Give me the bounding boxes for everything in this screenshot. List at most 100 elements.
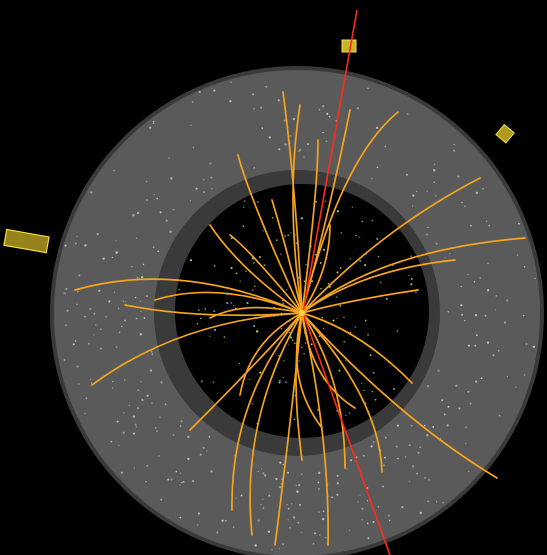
detector-hit [363, 455, 365, 457]
tracker-hit [196, 322, 199, 325]
detector-hit [411, 205, 414, 207]
tracker-hit [300, 217, 303, 220]
track [301, 312, 356, 409]
detector-hit [76, 303, 78, 306]
detector-hit [132, 432, 136, 435]
detector-hit [296, 490, 299, 493]
detector-hit [262, 498, 264, 500]
detector-hit [181, 481, 183, 484]
detector-hit [152, 246, 155, 249]
tracker-hit [278, 355, 280, 357]
detector-hit [447, 405, 450, 408]
detector-hit [261, 127, 264, 129]
detector-hit [467, 390, 470, 393]
detector-hit [112, 381, 114, 383]
detector-hit [209, 162, 212, 165]
tracker-hit [367, 333, 370, 336]
detector-hit [326, 112, 329, 115]
tracker-hit [408, 274, 410, 276]
detector-hit [76, 290, 79, 293]
detector-hit [158, 455, 160, 457]
track [301, 312, 413, 384]
tracker-hit [336, 296, 338, 298]
track [154, 291, 303, 314]
detector-hit [464, 319, 466, 322]
detector-hit [410, 424, 413, 427]
track [301, 177, 481, 314]
track [301, 139, 319, 314]
detector-hit [139, 300, 142, 303]
track [274, 312, 303, 546]
detector-hit [395, 445, 398, 448]
detector-hit [299, 503, 301, 506]
detector-hit [160, 381, 163, 384]
detector-hit [278, 485, 282, 489]
tracker-hit [376, 237, 379, 241]
tracker-hit [344, 360, 347, 362]
detector-hit [470, 224, 472, 227]
tracker-hit [280, 253, 282, 255]
track [229, 234, 303, 314]
detector-hit [268, 494, 271, 497]
tracker-hit [305, 264, 307, 266]
detector-hit [271, 549, 273, 551]
tracker-hit [410, 283, 413, 286]
tracker-hit [246, 301, 249, 305]
detector-hit [208, 436, 211, 438]
tracker-hit [200, 317, 202, 319]
detector-hit [442, 502, 444, 504]
detector-hit [105, 315, 108, 318]
detector-hit [319, 534, 321, 536]
detector-hit [372, 520, 375, 524]
track [189, 312, 303, 431]
detector-hit [84, 244, 87, 247]
detector-hit [404, 456, 407, 458]
detector-hit [518, 222, 520, 225]
detector-hit [122, 300, 125, 302]
detector-hit [89, 308, 91, 310]
detector-hit [87, 342, 90, 345]
detector-hit [189, 200, 192, 202]
tracker-hit [197, 309, 200, 312]
tracker-hit [293, 342, 296, 345]
detector-hit [482, 187, 484, 190]
detector-hit [287, 507, 290, 510]
tracker-hit [336, 271, 339, 274]
tracker-hit [272, 217, 274, 219]
detector-hit [65, 324, 67, 327]
tracker-hit [377, 255, 380, 258]
tracker-hit [349, 412, 351, 414]
detector-hit [318, 471, 321, 475]
detector-hit [98, 289, 101, 292]
detector-hit [172, 208, 175, 211]
tracker-hit [410, 255, 412, 257]
tracker-hit [311, 280, 314, 283]
detector-hit [210, 470, 213, 473]
track [301, 312, 498, 479]
detector-hit [149, 369, 153, 372]
detector-hit [253, 107, 255, 110]
detector-hit [359, 494, 361, 496]
tracker-hit [338, 369, 341, 372]
tracker-hit [259, 371, 262, 374]
detector-hit [325, 140, 328, 143]
tracker-hit [223, 336, 225, 338]
calorimeter-deposit-left [3, 228, 50, 254]
detector-hit [167, 478, 170, 481]
detector-hit [268, 136, 271, 139]
detector-hit [111, 256, 114, 259]
detector-hit [408, 444, 411, 447]
detector-hit [117, 307, 120, 310]
detector-hit [292, 118, 295, 121]
detector-hit [96, 233, 99, 236]
detector-hit [122, 431, 125, 434]
detector-hit [388, 519, 391, 522]
detector-hit [282, 463, 284, 466]
detector-hit [95, 324, 97, 326]
tracker-hit [319, 261, 322, 264]
tracker-hit [415, 291, 417, 294]
detector-hit [115, 346, 118, 348]
tracker-hit [242, 225, 245, 228]
tracker-hit [369, 354, 372, 356]
detector-hit [191, 100, 194, 103]
